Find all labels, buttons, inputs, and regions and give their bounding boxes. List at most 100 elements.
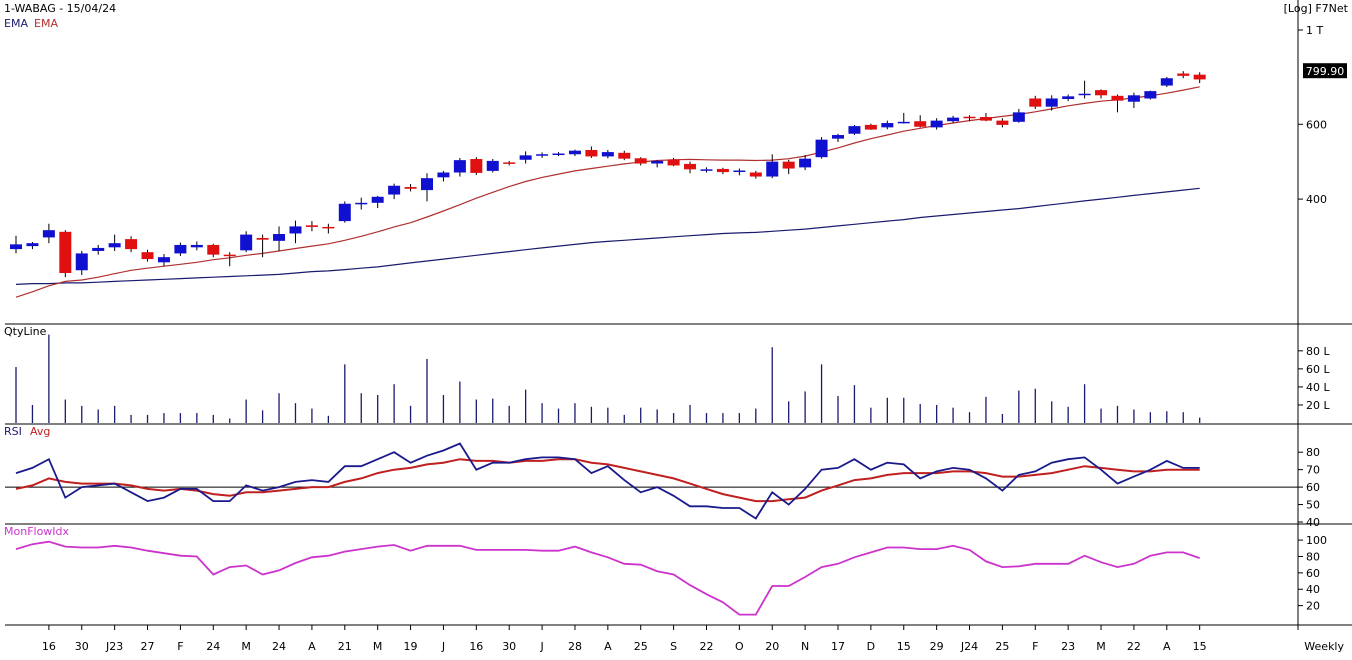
candle (240, 231, 253, 253)
candle (897, 112, 910, 124)
candle-body (141, 252, 154, 260)
candle (930, 118, 943, 130)
volume-panel: QtyLine 80 L 60 L 40 L 20 L (4, 325, 1330, 423)
candle-body (1012, 112, 1025, 122)
mfi-line (15, 540, 1200, 616)
candle-body (897, 121, 910, 124)
x-tick-label: 15 (897, 640, 911, 653)
x-tick-label: 24 (206, 640, 220, 653)
candle (881, 120, 894, 130)
chart-frame (5, 0, 1352, 630)
candle-body (881, 123, 894, 128)
mfi-tick-label: 100 (1306, 534, 1327, 547)
candle-body (322, 226, 335, 229)
volume-tick-label: 60 L (1306, 363, 1330, 376)
candle-body (174, 244, 187, 254)
candle (1160, 77, 1173, 88)
price-tick-label: 600 (1306, 118, 1327, 131)
candle (1062, 94, 1075, 102)
candle (634, 157, 647, 166)
rsi-tick-label: 60 (1306, 481, 1320, 494)
candle-body (799, 158, 812, 168)
x-tick-label: A (604, 640, 612, 653)
candle-body (355, 202, 368, 205)
candle-body (782, 161, 795, 169)
candle-body (1095, 90, 1108, 96)
candle-body (42, 230, 55, 238)
rsi-line (15, 442, 1200, 520)
candle-body (568, 150, 581, 155)
candle-body (1193, 74, 1206, 80)
candle-body (1144, 91, 1157, 99)
candle (585, 146, 598, 158)
candle-body (667, 159, 680, 166)
scale-note: [Log] F7Net (1284, 2, 1349, 15)
x-tick-label: 25 (634, 640, 648, 653)
mfi-tick-label: 40 (1306, 583, 1320, 596)
candle-body (1029, 98, 1042, 107)
candle (749, 170, 762, 179)
mfi-tick-label: 60 (1306, 567, 1320, 580)
candle (799, 154, 812, 171)
candle (996, 118, 1009, 128)
candle (848, 124, 861, 136)
candle-body (453, 160, 466, 173)
candle-body (1062, 96, 1075, 100)
candle (914, 115, 927, 128)
x-tick-label: 16 (42, 640, 56, 653)
candle (223, 252, 236, 267)
candle (684, 161, 697, 174)
candle-body (749, 172, 762, 177)
candle-body (1045, 98, 1058, 107)
x-tick-label: F (1032, 640, 1038, 653)
candle (1177, 71, 1190, 79)
candle-body (700, 169, 713, 171)
x-tick-label: J24 (960, 640, 978, 653)
candle-body (289, 226, 302, 234)
candle-body (256, 237, 269, 240)
candle-body (305, 225, 318, 227)
last-price-box (1303, 63, 1347, 79)
price-tick-label: 400 (1306, 193, 1327, 206)
candle (1193, 72, 1206, 84)
candle (1012, 108, 1025, 123)
candle-body (733, 170, 746, 173)
x-tick-label: D (867, 640, 875, 653)
candle-body (963, 116, 976, 119)
candle (26, 242, 39, 250)
candle-body (684, 163, 697, 170)
candle (141, 249, 154, 262)
candle-body (26, 243, 39, 247)
last-price-label: 799.90 (1306, 65, 1345, 78)
candle (256, 234, 269, 258)
candle (1078, 80, 1091, 99)
rsi-tick-label: 70 (1306, 464, 1320, 477)
candle-body (371, 196, 384, 203)
candle-body (10, 244, 22, 250)
candle-body (864, 124, 877, 130)
candle (157, 254, 170, 267)
candle (355, 197, 368, 210)
candle-body (1111, 95, 1124, 101)
candle-body (766, 161, 779, 177)
x-tick-label: 28 (568, 640, 582, 653)
candle (1095, 89, 1108, 99)
candle (519, 151, 532, 164)
rsi-tick-label: 80 (1306, 446, 1320, 459)
candle-body (536, 154, 549, 156)
candle (1127, 92, 1140, 109)
ema-fast-line (15, 86, 1200, 298)
x-tick-label: 19 (404, 640, 418, 653)
volume-tick-label: 20 L (1306, 399, 1330, 412)
period-label: Weekly (1304, 640, 1344, 653)
candle-body (388, 185, 401, 195)
candle-body (75, 253, 88, 271)
candle-body (519, 155, 532, 160)
candle-body (930, 120, 943, 128)
candle-body (815, 139, 828, 158)
candle-body (207, 244, 220, 255)
x-tick-label: 16 (469, 640, 483, 653)
x-tick-label: J (441, 640, 445, 653)
candle (1045, 95, 1058, 111)
candle (667, 157, 680, 167)
